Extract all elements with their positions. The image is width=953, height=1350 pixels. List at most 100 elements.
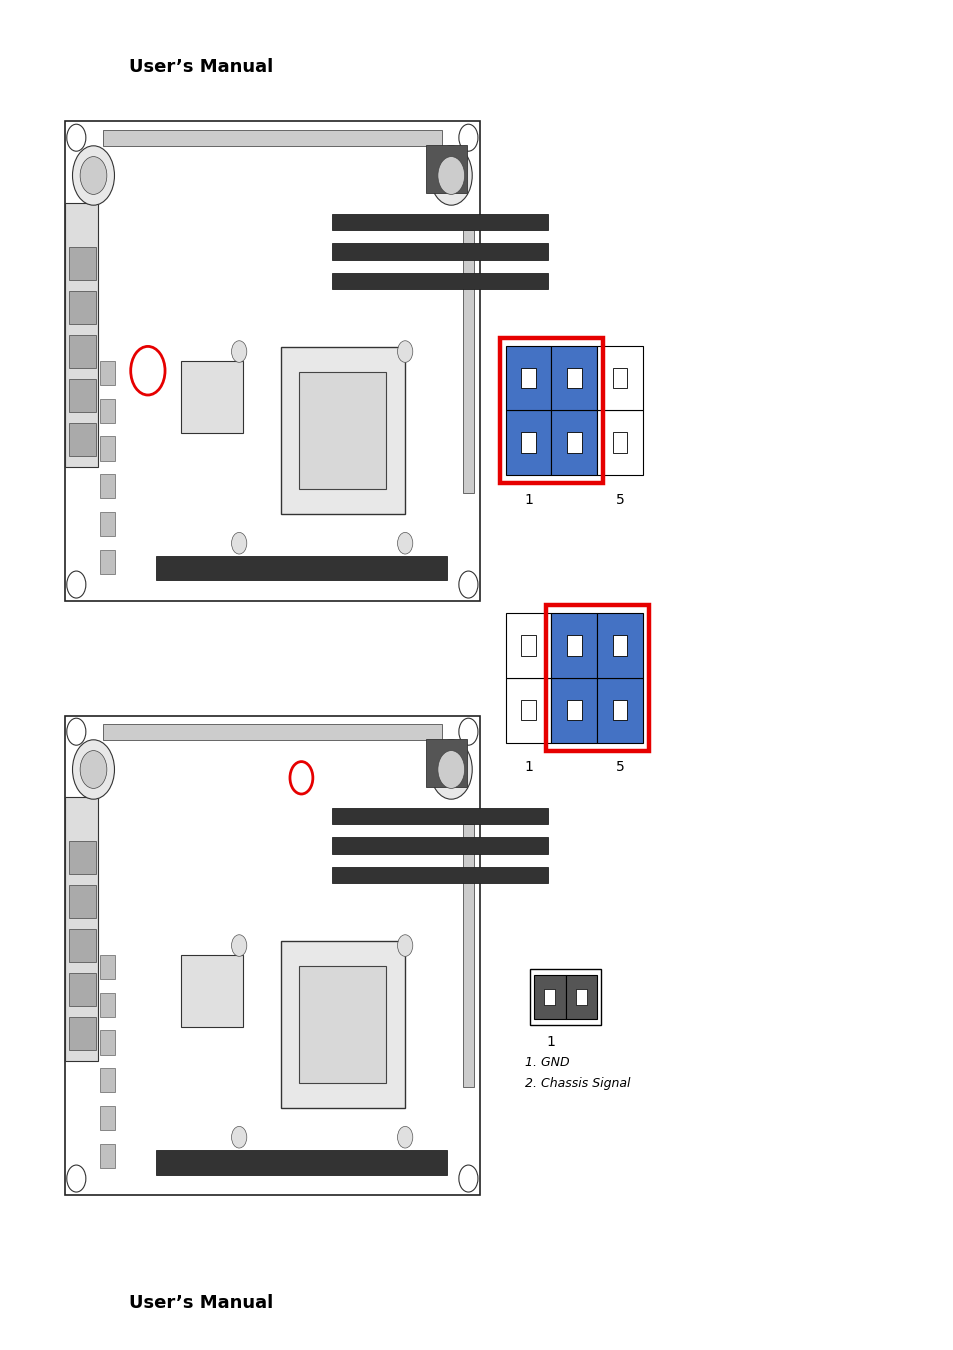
Bar — [332, 807, 547, 824]
Bar — [156, 1150, 446, 1174]
Bar — [534, 975, 565, 1019]
Bar — [462, 824, 474, 1087]
Bar — [69, 247, 95, 279]
Bar — [332, 837, 547, 853]
Bar — [65, 122, 479, 601]
Bar — [332, 867, 547, 883]
Circle shape — [397, 340, 413, 362]
Bar — [545, 605, 648, 751]
Bar — [551, 410, 597, 475]
Bar — [551, 346, 597, 410]
Bar — [565, 975, 597, 1019]
Bar — [299, 965, 386, 1083]
Bar — [65, 202, 98, 467]
Bar — [566, 699, 581, 721]
Circle shape — [397, 1126, 413, 1147]
Bar — [299, 371, 386, 489]
Circle shape — [67, 571, 86, 598]
Bar — [597, 410, 642, 475]
Circle shape — [232, 532, 247, 553]
Bar — [505, 346, 551, 410]
Bar — [505, 613, 551, 678]
Bar — [69, 1017, 95, 1050]
Bar — [499, 338, 602, 483]
Bar — [69, 886, 95, 918]
Text: User’s Manual: User’s Manual — [129, 1295, 273, 1312]
Circle shape — [458, 571, 477, 598]
Circle shape — [80, 157, 107, 194]
Bar — [65, 796, 98, 1061]
Circle shape — [80, 751, 107, 788]
Bar — [69, 292, 95, 324]
Text: 1. GND: 1. GND — [524, 1056, 569, 1069]
Bar — [100, 436, 114, 460]
Text: 2. Chassis Signal: 2. Chassis Signal — [524, 1077, 630, 1091]
Bar — [612, 634, 627, 656]
Bar — [551, 678, 597, 743]
Bar — [69, 335, 95, 369]
Circle shape — [430, 146, 472, 205]
Circle shape — [232, 934, 247, 956]
Bar — [520, 432, 536, 454]
Circle shape — [67, 124, 86, 151]
Bar — [103, 724, 441, 740]
Circle shape — [458, 1165, 477, 1192]
Bar — [597, 346, 642, 410]
Bar — [280, 347, 405, 514]
Bar — [597, 613, 642, 678]
Text: 1: 1 — [545, 1035, 555, 1049]
Bar — [332, 273, 547, 289]
Bar — [280, 941, 405, 1108]
Bar — [332, 213, 547, 230]
Bar — [566, 432, 581, 454]
Bar — [100, 549, 114, 574]
Bar — [332, 243, 547, 259]
Text: 5: 5 — [615, 493, 624, 506]
Bar — [103, 130, 441, 146]
Circle shape — [397, 532, 413, 553]
Text: 5: 5 — [615, 760, 624, 774]
Bar — [69, 841, 95, 873]
Bar — [100, 1068, 114, 1092]
Bar — [100, 1030, 114, 1054]
Circle shape — [437, 157, 464, 194]
Bar — [612, 432, 627, 454]
Bar — [566, 634, 581, 656]
Bar — [576, 990, 586, 1004]
Circle shape — [232, 340, 247, 362]
Bar — [520, 699, 536, 721]
Circle shape — [72, 146, 114, 205]
Bar — [425, 740, 467, 787]
Bar — [520, 634, 536, 656]
Bar — [505, 678, 551, 743]
Circle shape — [67, 718, 86, 745]
Circle shape — [72, 740, 114, 799]
Bar — [612, 699, 627, 721]
Bar — [100, 1143, 114, 1168]
Bar — [100, 992, 114, 1017]
Bar — [520, 367, 536, 389]
Bar — [505, 410, 551, 475]
Bar — [69, 929, 95, 963]
Circle shape — [67, 1165, 86, 1192]
Bar — [551, 613, 597, 678]
Bar — [69, 423, 95, 456]
Circle shape — [458, 124, 477, 151]
Text: 1: 1 — [523, 493, 533, 506]
Bar — [181, 360, 243, 433]
Text: User’s Manual: User’s Manual — [129, 58, 273, 76]
Bar — [69, 973, 95, 1006]
Bar — [100, 1106, 114, 1130]
Bar — [181, 956, 243, 1027]
Bar — [156, 556, 446, 580]
Circle shape — [437, 751, 464, 788]
Circle shape — [458, 718, 477, 745]
Bar — [612, 367, 627, 389]
Bar — [69, 379, 95, 412]
Bar — [100, 512, 114, 536]
Bar — [100, 360, 114, 385]
Bar — [530, 969, 600, 1025]
Bar — [566, 367, 581, 389]
Text: 1: 1 — [523, 760, 533, 774]
Circle shape — [430, 740, 472, 799]
